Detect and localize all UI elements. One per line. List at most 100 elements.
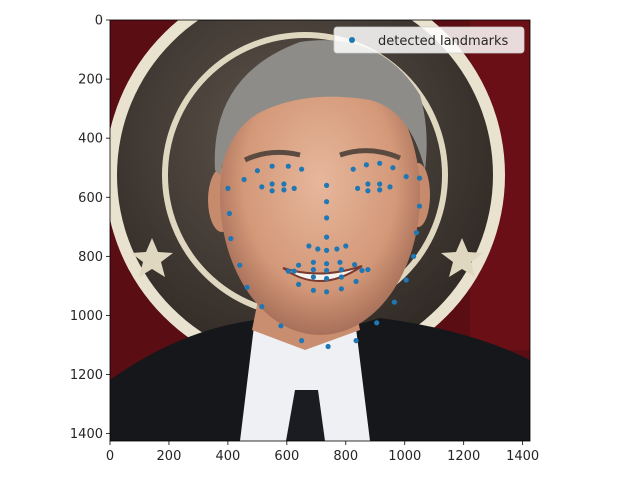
landmark-point [387, 184, 393, 190]
landmark-point [403, 174, 409, 180]
landmark-point [359, 267, 365, 274]
landmark-point [324, 247, 330, 253]
y-tick-label: 400 [78, 132, 103, 147]
emblem-star-icon [131, 238, 173, 277]
landmark-point [285, 163, 291, 169]
landmark-point [377, 160, 383, 166]
landmark-point [324, 275, 330, 282]
mouth [282, 265, 363, 282]
y-tick-label: 1400 [70, 427, 103, 442]
x-tick-label: 1000 [388, 449, 421, 464]
landmark-point [338, 286, 344, 292]
y-tick-label: 0 [95, 14, 103, 29]
y-tick-label: 200 [78, 73, 103, 88]
portrait-photo [110, 20, 530, 441]
landmark-point [365, 181, 371, 187]
landmark-point [352, 262, 358, 268]
legend-label: detected landmarks [378, 34, 509, 49]
landmark-point [291, 185, 297, 191]
landmark-point [228, 236, 234, 242]
landmark-point [226, 210, 232, 217]
x-tick-label: 600 [274, 449, 299, 464]
landmark-point [244, 284, 250, 290]
landmark-point [416, 203, 423, 209]
x-tick-label: 800 [333, 449, 358, 464]
x-tick-label: 200 [157, 449, 182, 464]
landmark-point [365, 188, 371, 194]
landmark-point [377, 187, 383, 193]
y-axis: 0 200 400 600 800 1000 1200 1400 [70, 14, 110, 442]
landmark-point [310, 287, 316, 293]
landmark-point [310, 259, 316, 265]
landmark-point [315, 246, 321, 252]
legend-box [333, 26, 525, 54]
landmark-point [259, 184, 265, 190]
landmark-point [324, 215, 330, 221]
landmark-point [296, 262, 302, 268]
landmark-point [237, 262, 243, 268]
emblem-star-icon [441, 238, 483, 277]
landmark-point [285, 268, 291, 274]
landmark-point [278, 323, 284, 329]
landmark-point [350, 166, 356, 172]
x-tick-label: 1200 [447, 449, 480, 464]
landmark-point [291, 268, 297, 274]
landmark-point [225, 185, 231, 191]
landmark-point [306, 243, 312, 249]
landmark-point [343, 243, 349, 249]
x-tick-label: 400 [215, 449, 240, 464]
shirt-collar [240, 318, 370, 441]
x-tick-label: 1400 [506, 449, 539, 464]
landmark-point [355, 185, 361, 191]
y-tick-label: 800 [78, 250, 103, 265]
legend-marker [349, 37, 355, 43]
landmark-point [338, 274, 344, 280]
x-tick-label: 0 [106, 449, 114, 464]
axes-frame [109, 19, 531, 442]
landmark-point [324, 289, 330, 295]
necktie [286, 390, 325, 441]
landmark-point [338, 267, 344, 273]
landmark-point [269, 163, 275, 169]
landmark-point [374, 320, 380, 326]
landmark-point [299, 338, 305, 344]
y-tick-label: 1000 [70, 309, 103, 324]
landmark-point [353, 338, 359, 344]
landmark-point [324, 261, 330, 267]
landmark-point [299, 166, 305, 172]
landmark-point [403, 277, 409, 283]
landmark-point [324, 234, 330, 240]
landmark-point [310, 267, 316, 273]
x-axis: 0 200 400 600 800 1000 1200 1400 [106, 441, 539, 464]
y-tick-label: 1200 [70, 368, 103, 383]
landmark-point [325, 343, 331, 350]
face [220, 55, 420, 335]
landmark-point [259, 304, 265, 310]
right-eyebrow [339, 148, 401, 161]
landmark-point [337, 259, 343, 265]
landmark-point [281, 187, 287, 193]
landmark-point [365, 267, 371, 273]
landmark-point [413, 230, 420, 236]
landmark-point [334, 246, 340, 252]
y-tick-label: 600 [78, 191, 103, 206]
landmark-point [411, 253, 417, 259]
landmark-point [269, 181, 275, 187]
hair [214, 40, 427, 176]
landmark-point [310, 274, 316, 280]
landmark-point [377, 181, 383, 187]
landmark-point [390, 165, 396, 171]
landmark-point [241, 176, 247, 183]
landmark-point [353, 278, 359, 285]
landmark-point [391, 299, 397, 305]
scatter-layer [225, 160, 423, 350]
landmark-point [324, 182, 330, 188]
landmark-point [296, 281, 302, 287]
landmark-point [269, 188, 275, 194]
left-eyebrow [243, 149, 301, 163]
landmark-point [324, 199, 330, 205]
landmark-point [416, 175, 423, 181]
landmark-point [324, 267, 330, 274]
landmark-point [281, 181, 287, 187]
